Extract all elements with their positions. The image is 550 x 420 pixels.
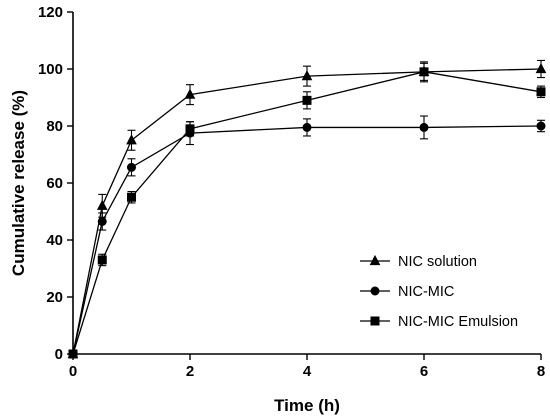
data-point [535, 62, 547, 74]
data-point [97, 255, 107, 265]
legend-label: NIC-MIC Emulsion [398, 314, 518, 330]
data-point [302, 95, 312, 105]
data-point [301, 70, 313, 81]
legend-item: NIC-MIC [360, 284, 454, 300]
x-tick-label: 8 [537, 363, 545, 380]
y-tick-label: 40 [46, 232, 63, 249]
series-line [72, 71, 542, 355]
legend-marker [370, 316, 380, 326]
y-tick-label: 20 [46, 289, 63, 306]
series-square [68, 61, 546, 359]
data-point [127, 162, 136, 172]
legend-item: NIC solution [360, 254, 477, 270]
data-point [68, 349, 78, 359]
y-tick-label: 80 [46, 118, 63, 135]
data-point [536, 87, 546, 97]
y-tick-label: 0 [55, 346, 63, 363]
ticks: 0 20 40 60 80 100 120 0 2 4 6 8 [38, 4, 545, 380]
legend-item: NIC-MIC Emulsion [360, 314, 518, 330]
data-point [185, 124, 195, 134]
data-point [126, 134, 137, 145]
data-point [419, 67, 429, 77]
legend: NIC solution NIC-MIC NIC-MIC Emulsion [360, 254, 518, 330]
x-tick-label: 4 [303, 363, 312, 380]
y-axis-label: Cumulative release (%) [9, 90, 28, 276]
data-point [302, 122, 312, 132]
data-point [127, 192, 136, 202]
x-tick-label: 6 [420, 363, 428, 380]
y-tick-label: 100 [38, 61, 63, 78]
legend-label: NIC-MIC [398, 284, 454, 300]
series-layer [67, 59, 547, 359]
data-point [97, 216, 107, 226]
y-tick-label: 120 [38, 4, 63, 21]
series-line [72, 68, 542, 355]
data-point [536, 121, 546, 131]
x-axis-label: Time (h) [274, 396, 340, 415]
data-point [184, 88, 196, 99]
y-tick-label: 60 [46, 175, 63, 192]
x-tick-label: 2 [186, 363, 194, 380]
data-point [419, 122, 429, 132]
data-point [96, 199, 108, 210]
legend-label: NIC solution [398, 254, 477, 270]
legend-marker [370, 286, 380, 296]
legend-marker [369, 254, 381, 266]
x-tick-label: 0 [69, 363, 77, 380]
